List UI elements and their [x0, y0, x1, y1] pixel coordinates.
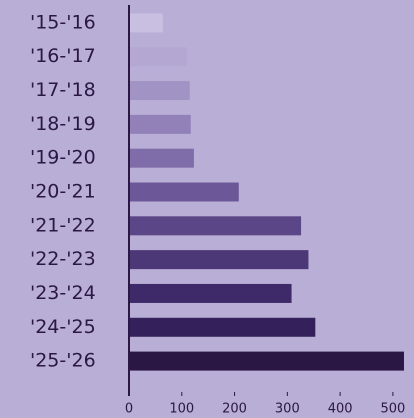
- y-tick-label: '16-'17: [30, 45, 96, 67]
- y-tick-label: '19-'20: [30, 147, 96, 169]
- x-tick-label: 300: [275, 402, 300, 417]
- y-tick-label: '24-'25: [30, 316, 96, 338]
- x-tick-label: 500: [380, 402, 405, 417]
- y-tick-label: '18-'19: [30, 113, 96, 135]
- x-tick-label: 400: [328, 402, 353, 417]
- bar: [129, 216, 302, 236]
- y-tick-label: '25-'26: [30, 350, 96, 372]
- x-tick-label: 200: [222, 402, 247, 417]
- x-tick-label: 100: [169, 402, 194, 417]
- y-tick-label: '15-'16: [30, 11, 96, 33]
- bar: [129, 13, 163, 33]
- bar: [129, 250, 309, 270]
- y-tick-label: '22-'23: [30, 248, 96, 270]
- y-tick-label: '17-'18: [30, 79, 96, 101]
- bar: [129, 317, 316, 337]
- y-tick-label: '20-'21: [30, 181, 96, 203]
- y-tick-label: '23-'24: [30, 282, 96, 304]
- bar: [129, 351, 404, 371]
- bar: [129, 148, 194, 168]
- bar: [129, 47, 187, 67]
- y-tick-label: '21-'22: [30, 214, 96, 236]
- bar: [129, 182, 239, 202]
- bar: [129, 114, 191, 134]
- x-tick-label: 0: [125, 402, 133, 417]
- bar: [129, 81, 190, 101]
- bar: [129, 283, 292, 303]
